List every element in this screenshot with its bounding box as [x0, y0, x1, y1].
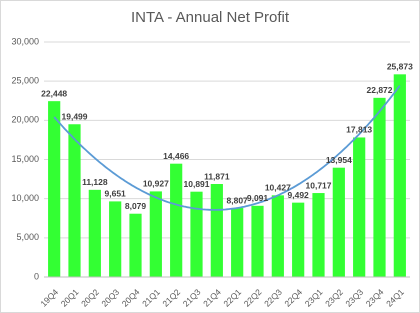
y-tick-label: 30,000 [11, 36, 39, 46]
y-tick-label: 10,000 [11, 193, 39, 203]
value-label: 10,891 [184, 179, 210, 189]
chart-title: INTA - Annual Net Profit [131, 9, 290, 26]
value-label: 9,091 [247, 193, 269, 203]
value-label: 9,492 [288, 190, 310, 200]
bar [271, 195, 284, 277]
value-label: 13,954 [326, 155, 352, 165]
bar [109, 201, 122, 277]
value-label: 11,871 [204, 171, 230, 181]
y-tick-label: 25,000 [11, 76, 39, 86]
value-label: 22,448 [41, 88, 67, 98]
bar [210, 184, 223, 277]
bar [332, 167, 345, 277]
bar [292, 202, 305, 277]
value-label: 19,499 [62, 112, 88, 122]
bar [68, 124, 81, 277]
y-tick-label: 20,000 [11, 115, 39, 125]
value-label: 8,079 [125, 201, 147, 211]
value-label: 10,717 [306, 180, 332, 190]
bar [170, 163, 183, 277]
trendline [53, 85, 401, 211]
value-label: 22,872 [367, 85, 393, 95]
value-label: 17,813 [346, 125, 372, 135]
bar [373, 97, 386, 277]
value-label: 25,873 [387, 62, 413, 72]
bar [251, 205, 264, 277]
bar [149, 191, 162, 277]
value-label: 9,651 [105, 189, 127, 199]
value-label: 10,427 [265, 183, 291, 193]
bar [393, 74, 406, 278]
bar [353, 137, 366, 277]
value-label: 11,128 [82, 177, 108, 187]
value-label: 8,807 [227, 195, 249, 205]
bar [312, 193, 325, 277]
y-tick-label: 0 [34, 271, 39, 281]
value-label: 14,466 [163, 151, 189, 161]
y-tick-label: 5,000 [16, 232, 39, 242]
bar [88, 189, 101, 277]
value-label: 10,927 [143, 179, 169, 189]
bar [190, 191, 203, 277]
bar [231, 208, 244, 277]
bar [48, 101, 61, 277]
y-tick-label: 15,000 [11, 154, 39, 164]
bar [129, 213, 142, 277]
